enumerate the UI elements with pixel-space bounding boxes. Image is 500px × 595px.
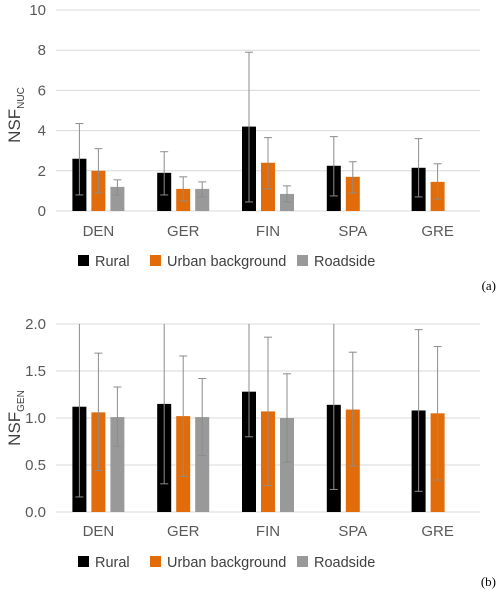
bar-rural bbox=[242, 391, 256, 512]
bar-roadside bbox=[110, 186, 125, 211]
chart-panel-a: 0 2 4 6 8 10 DEN GER FIN SPA GRE NSFNUC Rural Urban b… bbox=[5, 2, 496, 293]
x-tick-label: SPA bbox=[338, 223, 367, 240]
legend-label: Roadside bbox=[314, 555, 375, 571]
bar-roadside bbox=[280, 418, 294, 512]
legend-label: Urban background bbox=[167, 254, 286, 270]
legend-swatch-roadside bbox=[297, 556, 308, 567]
y-tick-label: 1.5 bbox=[25, 363, 46, 380]
legend-swatch-rural bbox=[78, 255, 89, 266]
y-axis-label: NSFNUC bbox=[5, 87, 27, 143]
x-tick-label: SPA bbox=[338, 523, 367, 540]
x-tick-label: GER bbox=[167, 223, 200, 240]
legend-swatch-urban-background bbox=[150, 255, 161, 266]
legend-label: Rural bbox=[95, 254, 130, 270]
legend-label: Roadside bbox=[314, 254, 375, 270]
y-tick-label: 4 bbox=[38, 123, 46, 140]
legend-swatch-urban-background bbox=[150, 556, 161, 567]
x-tick-label: GRE bbox=[421, 523, 454, 540]
bar-urban-background bbox=[345, 176, 360, 211]
y-tick-label: 0.5 bbox=[25, 457, 46, 474]
bar-roadside bbox=[280, 193, 294, 211]
x-tick-label: DEN bbox=[83, 223, 115, 240]
x-tick-label: DEN bbox=[83, 523, 115, 540]
x-tick-label: FIN bbox=[256, 223, 280, 240]
x-tick-label: GER bbox=[167, 523, 200, 540]
y-tick-label: 6 bbox=[38, 82, 46, 99]
y-tick-label: 2 bbox=[38, 163, 46, 180]
y-tick-label: 0 bbox=[38, 203, 46, 220]
chart-panel-b: 0.0 0.5 1.0 1.5 2.0 DEN GER FIN SPA GRE NSFGEN Rura… bbox=[5, 316, 496, 589]
y-tick-label: 2.0 bbox=[25, 316, 46, 333]
y-tick-label: 0.0 bbox=[25, 504, 46, 521]
y-tick-label: 1.0 bbox=[25, 410, 46, 427]
x-tick-label: FIN bbox=[256, 523, 280, 540]
legend-swatch-roadside bbox=[297, 255, 308, 266]
panel-label: (b) bbox=[481, 574, 496, 589]
legend-label: Urban background bbox=[167, 555, 286, 571]
y-axis-label: NSFGEN bbox=[5, 390, 27, 446]
bar-roadside bbox=[195, 417, 210, 512]
bar-roadside bbox=[110, 417, 125, 512]
legend-swatch-rural bbox=[78, 556, 89, 567]
panel-label: (a) bbox=[482, 278, 496, 293]
y-tick-label: 8 bbox=[38, 42, 46, 59]
legend-label: Rural bbox=[95, 555, 130, 571]
x-tick-label: GRE bbox=[421, 223, 454, 240]
y-tick-label: 10 bbox=[29, 2, 46, 19]
bar-roadside bbox=[195, 188, 210, 211]
